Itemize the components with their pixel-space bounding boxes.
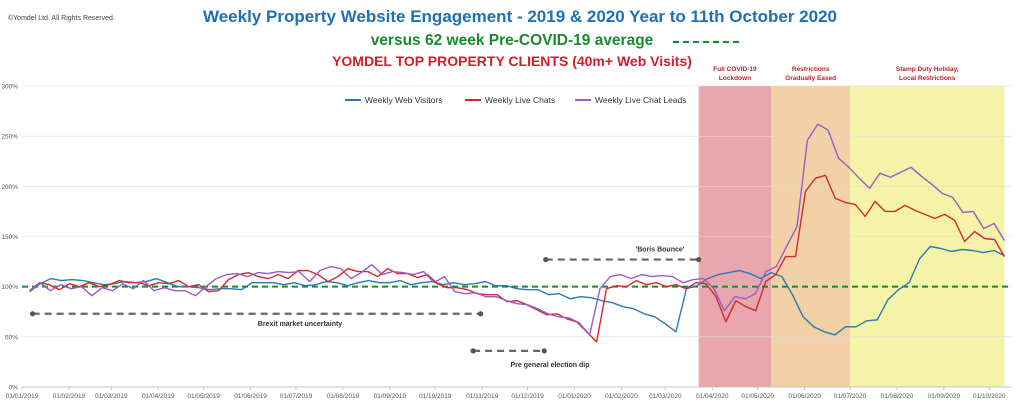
annotation-election-dip-end-dot (541, 348, 547, 354)
band-2-label-line1: Restrictions (792, 66, 830, 73)
y-axis-ticks: 0% 50% 100% 150% 200% 250% 300% (1, 84, 18, 392)
chart-title-average: versus 62 week Pre-COVID-19 average (371, 32, 654, 49)
legend-label-series-live-chat-leads: Weekly Live Chat Leads (595, 95, 687, 105)
x-tick-label: 01/05/2020 (741, 393, 774, 400)
chart-legend: Weekly Web Visitors Weekly Live Chats Week… (345, 95, 687, 105)
x-tick-label: 01/08/2020 (881, 393, 914, 400)
period-bands: Full COVID-19 Lockdown Restrictions Gradual… (698, 66, 1005, 387)
x-tick-label: 01/05/2019 (187, 393, 220, 400)
series-live-chats (29, 174, 1006, 343)
y-tick-label: 150% (1, 234, 18, 241)
band-3-label-line2: Local Restrictions (899, 75, 956, 82)
annotation-election-dip-label: Pre general election dip (511, 362, 590, 369)
chart-annotations: Brexit market uncertainty Pre general ele… (29, 247, 702, 369)
band-3-label-line1: Stamp Duty Holiday, (896, 66, 959, 73)
x-tick-label: 01/03/2020 (649, 393, 682, 400)
y-tick-label: 0% (9, 385, 19, 392)
series-lines (29, 123, 1006, 343)
annotation-brexit-start-dot (29, 311, 36, 317)
x-tick-label: 01/07/2020 (834, 393, 867, 400)
x-tick-label: 01/11/2019 (466, 393, 498, 400)
x-tick-label: 01/10/2020 (973, 393, 1006, 400)
x-tick-label: 01/08/2019 (327, 393, 360, 400)
x-tick-label: 01/09/2020 (928, 393, 961, 400)
annotation-boris-bounce-start-dot (543, 256, 549, 263)
x-tick-label: 01/01/2019 (6, 393, 39, 400)
series-live-chat-leads (29, 123, 1005, 336)
y-tick-label: 250% (1, 134, 18, 141)
x-tick-label: 01/01/2020 (558, 393, 591, 400)
x-tick-label: 01/02/2019 (53, 393, 86, 400)
band-1-label-line2: Lockdown (719, 75, 751, 82)
series-web-visitors (29, 245, 1005, 336)
annotation-election-dip-start-dot (470, 348, 476, 354)
y-tick-label: 200% (1, 184, 18, 191)
copyright-text: ©Yomdel Ltd. All Rights Reserved. (8, 14, 115, 22)
chart-title-clients: YOMDEL TOP PROPERTY CLIENTS (40m+ Web Vi… (332, 53, 692, 69)
x-tick-label: 01/07/2019 (280, 393, 313, 400)
x-tick-label: 01/04/2020 (696, 393, 729, 400)
band-2-label-line2: Gradually Eased (785, 75, 836, 82)
x-tick-label: 01/04/2019 (142, 393, 175, 400)
x-tick-label: 01/03/2019 (95, 393, 128, 400)
y-tick-label: 100% (1, 284, 18, 291)
x-tick-label: 01/10/2019 (419, 393, 452, 400)
x-axis-ticks: 01/01/2019 01/02/2019 01/03/2019 01/04/2019… (6, 387, 1006, 400)
annotation-boris-bounce-label: 'Boris Bounce' (636, 247, 685, 254)
y-tick-label: 50% (5, 334, 18, 341)
x-tick-label: 01/06/2020 (788, 393, 821, 400)
x-tick-label: 01/06/2019 (234, 393, 267, 400)
annotation-brexit-label: Brexit market uncertainty (258, 321, 343, 328)
x-tick-label: 01/12/2019 (511, 393, 544, 400)
annotation-boris-bounce-end-dot (696, 256, 702, 263)
legend-label-series-web-visitors: Weekly Web Visitors (365, 95, 442, 105)
band-1-label-line1: Full COVID-19 (713, 66, 757, 73)
x-tick-label: 01/02/2020 (605, 393, 638, 400)
annotation-brexit-end-dot (478, 311, 484, 317)
legend-label-series-live-chats: Weekly Live Chats (485, 95, 555, 105)
x-tick-label: 01/09/2019 (374, 393, 407, 400)
y-tick-label: 300% (1, 84, 18, 91)
chart-title-main: Weekly Property Website Engagement - 201… (203, 7, 837, 26)
